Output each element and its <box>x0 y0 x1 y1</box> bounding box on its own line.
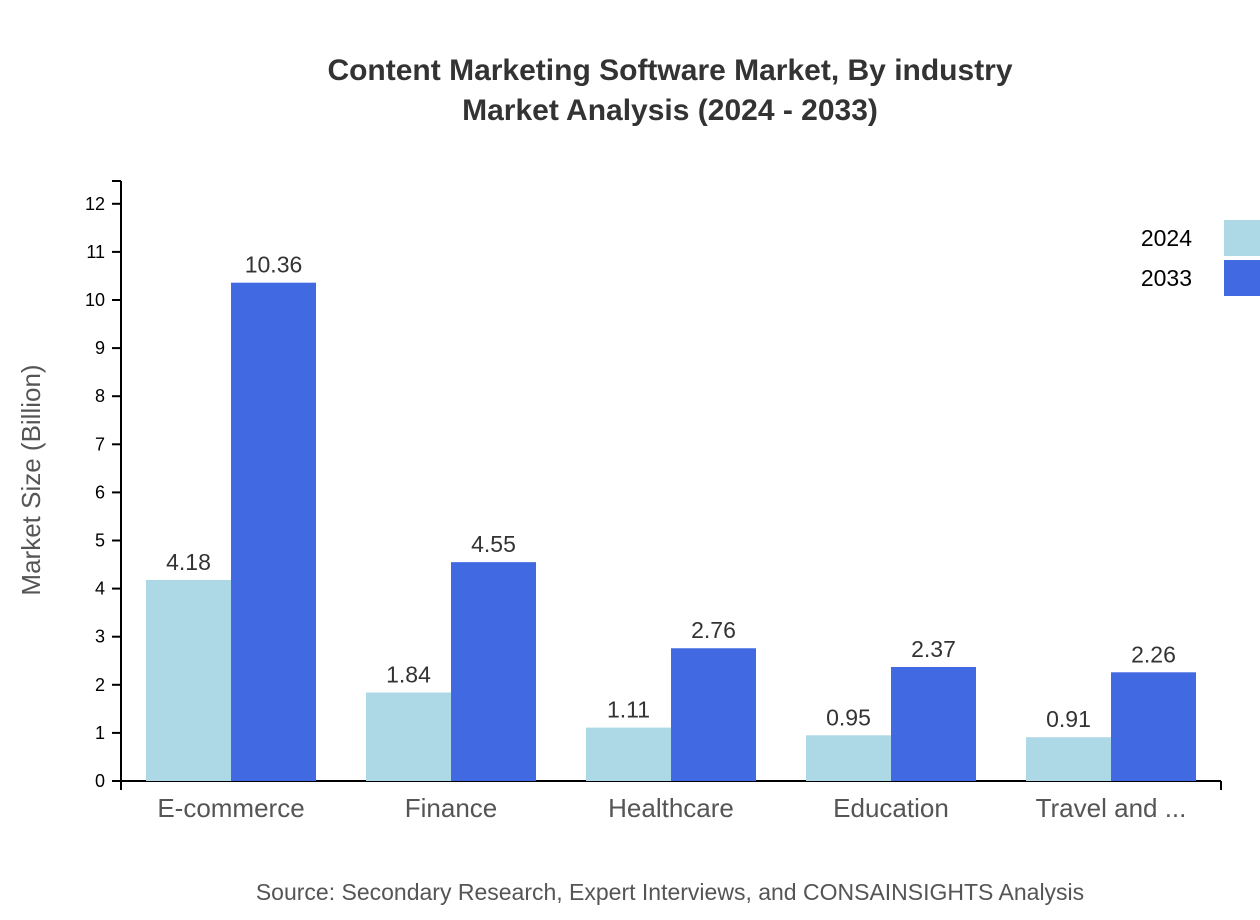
data-label: 2.76 <box>691 617 736 643</box>
y-tick-label: 9 <box>95 338 105 358</box>
data-label: 0.91 <box>1046 706 1091 732</box>
y-tick-label: 8 <box>95 386 105 406</box>
data-label: 2.37 <box>911 636 956 662</box>
y-tick-label: 11 <box>86 242 105 262</box>
bar-2033 <box>451 562 536 781</box>
y-tick-label: 4 <box>95 579 105 599</box>
legend-label: 2033 <box>1141 265 1192 291</box>
data-label: 4.18 <box>166 549 211 575</box>
bar-2033 <box>671 648 756 781</box>
bar-2033 <box>1111 672 1196 781</box>
y-tick-label: 12 <box>85 194 105 214</box>
y-axis-label: Market Size (Billion) <box>16 364 46 595</box>
chart-title: Content Marketing Software Market, By in… <box>327 54 1012 87</box>
y-tick-label: 1 <box>95 723 105 743</box>
data-label: 1.11 <box>607 697 650 723</box>
bar-2033 <box>231 282 316 781</box>
legend-label: 2024 <box>1141 225 1192 251</box>
x-tick-label: Healthcare <box>608 793 734 823</box>
x-tick-label: Finance <box>405 793 498 823</box>
bar-2024 <box>1026 737 1111 781</box>
bar-2024 <box>366 692 451 781</box>
data-label: 4.55 <box>471 531 516 557</box>
bar-2033 <box>891 667 976 781</box>
data-label: 10.36 <box>245 252 303 278</box>
x-tick-label: Education <box>833 793 949 823</box>
source-note: Source: Secondary Research, Expert Inter… <box>256 879 1084 905</box>
y-tick-label: 0 <box>95 771 105 791</box>
y-tick-label: 5 <box>95 531 105 551</box>
y-tick-label: 6 <box>95 482 105 502</box>
legend-swatch <box>1224 220 1260 256</box>
x-tick-label: E-commerce <box>157 793 304 823</box>
bar-2024 <box>586 727 671 781</box>
y-tick-label: 2 <box>95 675 105 695</box>
data-label: 0.95 <box>826 704 871 730</box>
y-tick-label: 10 <box>85 290 105 310</box>
x-tick-label: Travel and ... <box>1036 793 1187 823</box>
bar-2024 <box>806 735 891 781</box>
data-label: 2.26 <box>1131 641 1176 667</box>
legend-swatch <box>1224 260 1260 296</box>
chart-subtitle: Market Analysis (2024 - 2033) <box>462 94 878 127</box>
bar-2024 <box>146 579 231 781</box>
data-label: 1.84 <box>386 661 431 687</box>
y-tick-label: 3 <box>95 627 105 647</box>
y-tick-label: 7 <box>95 434 105 454</box>
